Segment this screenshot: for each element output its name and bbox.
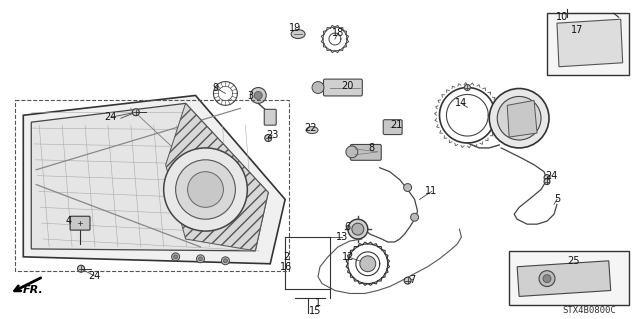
Circle shape xyxy=(465,85,470,91)
Circle shape xyxy=(543,275,551,283)
Polygon shape xyxy=(166,103,268,251)
Text: 20: 20 xyxy=(342,80,354,91)
Circle shape xyxy=(198,257,202,261)
FancyBboxPatch shape xyxy=(383,120,402,135)
Text: 19: 19 xyxy=(289,23,301,33)
Text: 2: 2 xyxy=(283,252,289,262)
Circle shape xyxy=(352,223,364,235)
Text: 12: 12 xyxy=(342,252,354,262)
Polygon shape xyxy=(23,95,285,264)
Text: 8: 8 xyxy=(369,143,375,153)
Circle shape xyxy=(77,265,84,272)
Text: 22: 22 xyxy=(304,123,316,133)
Circle shape xyxy=(175,160,236,219)
Circle shape xyxy=(254,92,262,100)
Circle shape xyxy=(223,259,227,263)
Text: 24: 24 xyxy=(105,112,117,122)
Circle shape xyxy=(265,135,272,142)
Text: STX4B0800C: STX4B0800C xyxy=(562,306,616,315)
Circle shape xyxy=(544,179,550,185)
Circle shape xyxy=(404,183,412,191)
Circle shape xyxy=(411,213,419,221)
Circle shape xyxy=(173,255,178,259)
Circle shape xyxy=(164,148,247,231)
Text: 18: 18 xyxy=(332,28,344,38)
Text: 9: 9 xyxy=(212,83,218,93)
Text: 17: 17 xyxy=(571,25,583,35)
Circle shape xyxy=(312,82,324,93)
Text: 24: 24 xyxy=(545,171,557,181)
Circle shape xyxy=(77,220,83,226)
Ellipse shape xyxy=(291,30,305,39)
Circle shape xyxy=(250,87,266,103)
FancyBboxPatch shape xyxy=(323,79,362,96)
Text: 3: 3 xyxy=(247,92,253,101)
Circle shape xyxy=(196,255,205,263)
Bar xyxy=(547,13,628,75)
FancyBboxPatch shape xyxy=(264,109,276,125)
Circle shape xyxy=(360,256,376,272)
Circle shape xyxy=(539,271,555,286)
Polygon shape xyxy=(557,19,623,67)
Text: 24: 24 xyxy=(88,271,100,281)
Circle shape xyxy=(544,175,550,181)
Text: FR.: FR. xyxy=(23,285,44,294)
Text: 14: 14 xyxy=(455,98,467,108)
Circle shape xyxy=(404,277,411,284)
Circle shape xyxy=(188,172,223,207)
Text: 23: 23 xyxy=(266,130,278,140)
Text: 10: 10 xyxy=(556,12,568,22)
Circle shape xyxy=(497,96,541,140)
Text: 7: 7 xyxy=(410,275,416,285)
Text: 21: 21 xyxy=(390,120,403,130)
FancyBboxPatch shape xyxy=(70,216,90,230)
Circle shape xyxy=(346,146,358,158)
Polygon shape xyxy=(517,261,611,296)
Ellipse shape xyxy=(306,127,318,134)
Circle shape xyxy=(221,257,229,265)
Text: 4: 4 xyxy=(66,216,72,226)
Circle shape xyxy=(489,88,549,148)
Text: 25: 25 xyxy=(568,256,580,266)
Bar xyxy=(15,100,289,271)
Polygon shape xyxy=(31,103,268,251)
Circle shape xyxy=(348,219,368,239)
Bar xyxy=(509,251,628,305)
Text: 13: 13 xyxy=(336,232,348,242)
Text: 16: 16 xyxy=(280,262,292,272)
Circle shape xyxy=(132,109,140,116)
Text: 15: 15 xyxy=(309,306,321,316)
Circle shape xyxy=(172,253,180,261)
Text: 6: 6 xyxy=(345,222,351,232)
Text: 11: 11 xyxy=(426,187,438,197)
Text: 1: 1 xyxy=(315,298,321,308)
Polygon shape xyxy=(507,100,537,137)
FancyBboxPatch shape xyxy=(350,145,381,160)
Text: 5: 5 xyxy=(554,194,560,204)
